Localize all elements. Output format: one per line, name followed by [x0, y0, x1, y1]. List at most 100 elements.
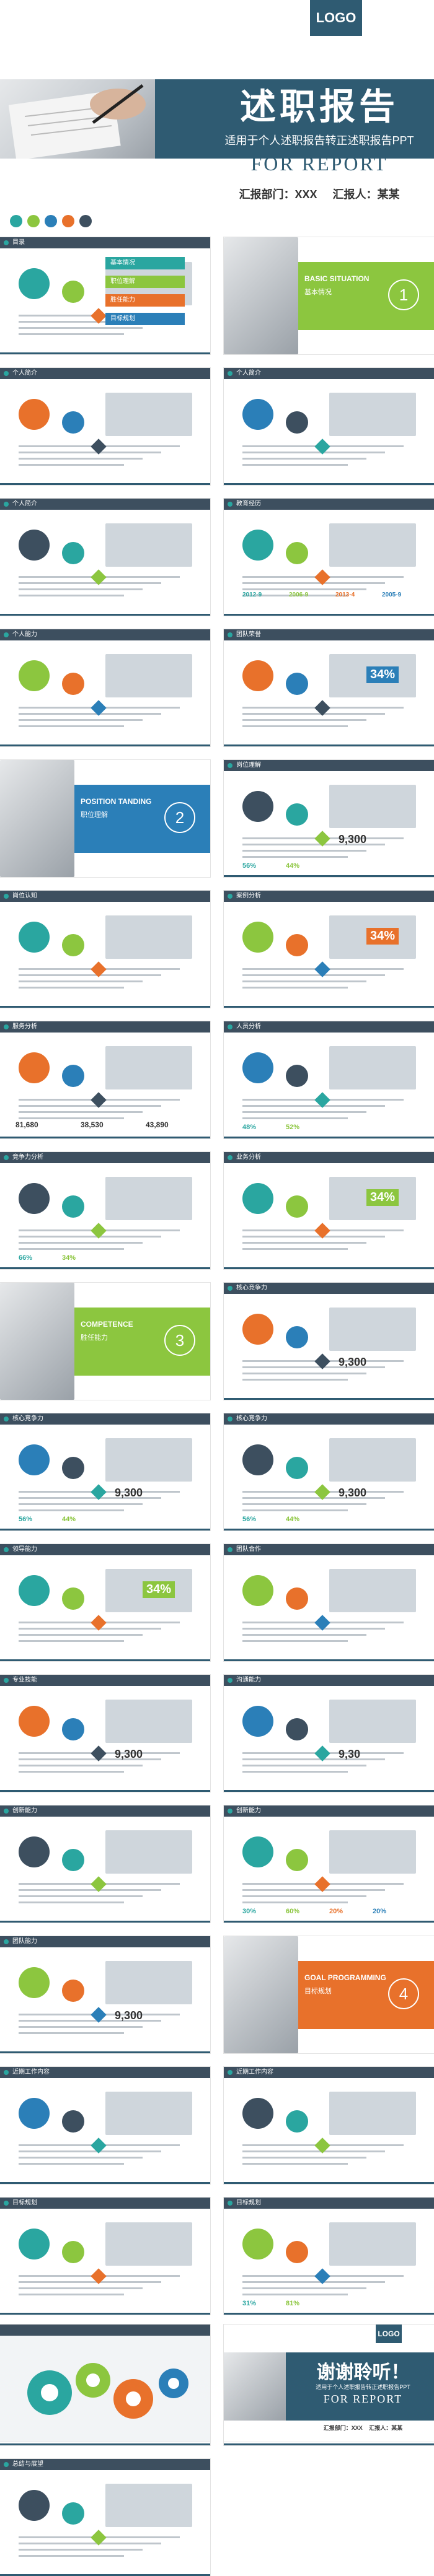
- text-line: [242, 1242, 366, 1244]
- text-line: [19, 980, 143, 982]
- content-circle: [62, 1195, 84, 1218]
- toc-item: 基本情况: [105, 257, 185, 269]
- content-circle: [242, 399, 273, 430]
- text-line: [242, 987, 348, 989]
- slide-footer-line: [224, 2182, 434, 2184]
- content-placeholder: [105, 2484, 192, 2527]
- content-circle: [286, 1457, 308, 1479]
- text-line: [19, 1497, 161, 1499]
- slide-header: 人员分析: [224, 1021, 434, 1033]
- text-line: [19, 452, 161, 453]
- slide-footer-line: [224, 875, 434, 877]
- text-line: [19, 321, 161, 323]
- slide-header: 岗位理解: [224, 760, 434, 771]
- slide-header: 创新能力: [224, 1805, 434, 1817]
- icon-circle-green: [27, 215, 40, 227]
- slide-title: 沟通能力: [236, 1677, 261, 1683]
- slide-title: 个人简介: [12, 370, 37, 377]
- slide-5: 个人简介: [0, 499, 210, 616]
- text-line: [242, 464, 348, 466]
- percent-label: 60%: [286, 1908, 300, 1915]
- slide-header: 团队合作: [224, 1544, 434, 1555]
- slide-title: 团队荣誉: [236, 631, 261, 638]
- slide-31: 目标规划: [0, 2198, 210, 2315]
- section-title: POSITION TANDING: [81, 797, 152, 806]
- slide-21: 领导能力 34%: [0, 1544, 210, 1661]
- stat-number: 43,890: [146, 1120, 169, 1129]
- content-circle: [242, 660, 273, 691]
- content-circle: [19, 1967, 50, 1998]
- closing-dept-label: 汇报部门：XXX: [323, 2425, 363, 2431]
- content-circle: [62, 1849, 84, 1871]
- slide-footer-line: [224, 2443, 434, 2445]
- slide-header: 目标规划: [224, 2198, 434, 2209]
- text-line: [242, 1895, 366, 1897]
- slide-26: 创新能力 30% 60% 20% 20%: [224, 1805, 434, 1923]
- cover-icon-row: [10, 215, 92, 227]
- text-line: [19, 2157, 143, 2159]
- slide-footer-line: [224, 1398, 434, 1400]
- slide-title: 岗位理解: [236, 762, 261, 769]
- content-circle: [19, 1706, 50, 1737]
- slide-19: 核心竞争力 9,300 56% 44%: [0, 1413, 210, 1530]
- text-line: [242, 2157, 366, 2159]
- percent-label: 48%: [242, 1124, 257, 1131]
- slide-title: 目标规划: [236, 2199, 261, 2206]
- text-line: [19, 1509, 124, 1511]
- slide-4: 个人简介: [224, 368, 434, 485]
- percent-label: 31%: [242, 2300, 257, 2307]
- closing-title: 谢谢聆听！: [316, 2362, 410, 2383]
- cover-subtitle: 适用于个人述职报告转正述职报告PPT: [224, 134, 414, 147]
- text-line: [242, 1509, 348, 1511]
- text-line: [242, 452, 385, 453]
- slide-footer-line: [224, 614, 434, 616]
- closing-right-slide: LOGO 谢谢聆听！ 适用于个人述职报告转正述职报告PPT FOR REPORT…: [224, 2325, 434, 2442]
- content-circle: [62, 411, 84, 434]
- text-line: [19, 2020, 161, 2022]
- section-subtitle: 职位理解: [81, 811, 108, 819]
- closing-english-title: FOR REPORT: [323, 2393, 403, 2405]
- content-circle: [286, 1326, 308, 1348]
- slide-35: 总结与展望: [0, 2459, 210, 2576]
- slide-28: GOAL PROGRAMMING 目标规划 4: [224, 1936, 434, 2053]
- slide-32: 目标规划 31% 81%: [224, 2198, 434, 2315]
- slide-footer-line: [224, 1006, 434, 1008]
- text-line: [242, 2150, 385, 2152]
- slide-header: 岗位认知: [0, 891, 210, 902]
- slide-header: 案例分析: [224, 891, 434, 902]
- section-photo: [224, 237, 298, 354]
- slide-18: 核心竞争力 9,300: [224, 1283, 434, 1400]
- content-circle: [286, 2110, 308, 2133]
- percent-badge: 34%: [366, 928, 399, 945]
- content-circle: [286, 803, 308, 826]
- text-line: [19, 595, 124, 596]
- text-line: [242, 1248, 348, 1250]
- slide-footer-line: [224, 2313, 434, 2315]
- slide-title: 近期工作内容: [236, 2069, 273, 2076]
- slide-title: 个人简介: [236, 370, 261, 377]
- slide-title: 目标规划: [12, 2199, 37, 2206]
- slide-header: 个人能力: [0, 629, 210, 640]
- text-line: [19, 2281, 161, 2283]
- slide-7: 个人能力: [0, 629, 210, 746]
- slide-footer-line: [0, 1659, 210, 1661]
- percent-label: 56%: [242, 1516, 257, 1523]
- content-circle: [242, 922, 273, 953]
- big-number: 9,300: [339, 1356, 367, 1368]
- text-line: [19, 2163, 124, 2165]
- slide-11: 岗位认知: [0, 891, 210, 1008]
- content-circle: [62, 1065, 84, 1087]
- text-line: [242, 1111, 366, 1113]
- slide-footer-line: [224, 1659, 434, 1661]
- content-placeholder: [105, 523, 192, 567]
- percent-badge: 34%: [366, 666, 399, 683]
- slide-20: 核心竞争力 9,300 56% 44%: [224, 1413, 434, 1530]
- icon-circle-orange: [62, 215, 74, 227]
- slide-footer-line: [224, 1921, 434, 1923]
- slide-header: 核心竞争力: [224, 1283, 434, 1294]
- text-line: [19, 1117, 124, 1119]
- slide-29: 近期工作内容: [0, 2067, 210, 2184]
- content-circle: [19, 1836, 50, 1867]
- content-placeholder: [329, 2222, 416, 2266]
- content-placeholder: [329, 1308, 416, 1351]
